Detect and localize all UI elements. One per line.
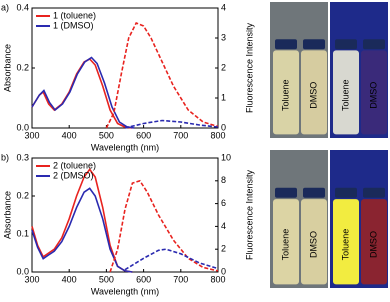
x-tick-label: 500	[99, 130, 114, 140]
panel-label: a)	[1, 2, 9, 12]
y-axis-label: Absorbance	[2, 191, 12, 239]
x-tick-label: 600	[136, 130, 151, 140]
y-tick-label: 0.1	[16, 228, 29, 238]
x-tick-label: 300	[24, 130, 39, 140]
legend-label: 1 (toluene)	[53, 10, 96, 20]
y-axis-label: Absorbance	[2, 44, 12, 92]
vial-cap	[303, 187, 325, 198]
y2-tick-label: 4	[221, 2, 226, 12]
x-axis-label: Wavelength (nm)	[91, 286, 159, 296]
x-tick-label: 700	[173, 130, 188, 140]
panel-label: b)	[1, 152, 9, 162]
vial-label: Toluene	[340, 79, 350, 111]
vial-label: DMSO	[368, 82, 378, 109]
y2-tick-label: 10	[221, 152, 231, 162]
vial	[273, 50, 299, 135]
vial	[361, 50, 387, 135]
y2-axis-label: Fluorescence Intensity	[244, 22, 254, 113]
vial-label: DMSO	[308, 231, 318, 258]
vial-label: Toluene	[280, 79, 290, 111]
y2-tick-label: 3	[221, 32, 226, 42]
data-line	[31, 187, 133, 273]
y2-axis-label: Fluorescence Intensity	[244, 169, 254, 260]
y2-tick-label: 0	[221, 122, 226, 132]
legend-label: 2 (DMSO)	[53, 170, 94, 180]
x-tick-label: 400	[62, 130, 77, 140]
y2-tick-label: 0	[221, 266, 226, 276]
vial-cap	[275, 187, 297, 198]
vial-label: DMSO	[368, 231, 378, 258]
vial-label: Toluene	[340, 229, 350, 261]
vial	[301, 50, 327, 135]
data-line	[109, 179, 219, 273]
data-line	[31, 56, 135, 129]
vial	[273, 199, 299, 285]
vial-cap	[303, 39, 325, 50]
data-line	[105, 21, 219, 129]
y-tick-label: 0.2	[16, 62, 29, 72]
vial-cap	[275, 39, 297, 50]
y-tick-label: 0.0	[16, 122, 29, 132]
y2-tick-label: 2	[221, 244, 226, 254]
x-tick-label: 500	[99, 274, 114, 284]
vial-cap	[335, 39, 357, 50]
x-tick-label: 800	[210, 274, 225, 284]
legend-label: 1 (DMSO)	[53, 20, 94, 30]
legend-label: 2 (toluene)	[53, 160, 96, 170]
y-tick-label: 0.2	[16, 190, 29, 200]
vial-cap	[335, 187, 357, 198]
y2-tick-label: 8	[221, 175, 226, 185]
vial	[333, 50, 359, 135]
x-tick-label: 600	[136, 274, 151, 284]
x-tick-label: 400	[62, 274, 77, 284]
y-tick-label: 0.3	[16, 152, 29, 162]
vial-label: Toluene	[280, 229, 290, 261]
vial	[301, 199, 327, 285]
x-axis-label: Wavelength (nm)	[91, 142, 159, 152]
y2-tick-label: 1	[221, 92, 226, 102]
y2-tick-label: 6	[221, 198, 226, 208]
vial	[361, 199, 387, 285]
vial	[333, 199, 359, 285]
y2-tick-label: 4	[221, 221, 226, 231]
data-line	[124, 248, 219, 271]
y-tick-label: 0.4	[16, 2, 29, 12]
x-tick-label: 700	[173, 274, 188, 284]
vial-cap	[363, 39, 385, 50]
y2-tick-label: 2	[221, 62, 226, 72]
x-tick-label: 300	[24, 274, 39, 284]
plot-frame	[31, 157, 219, 273]
vial-cap	[363, 187, 385, 198]
x-tick-label: 800	[210, 130, 225, 140]
y-tick-label: 0.0	[16, 266, 29, 276]
vial-label: DMSO	[308, 82, 318, 109]
data-line	[124, 119, 219, 129]
